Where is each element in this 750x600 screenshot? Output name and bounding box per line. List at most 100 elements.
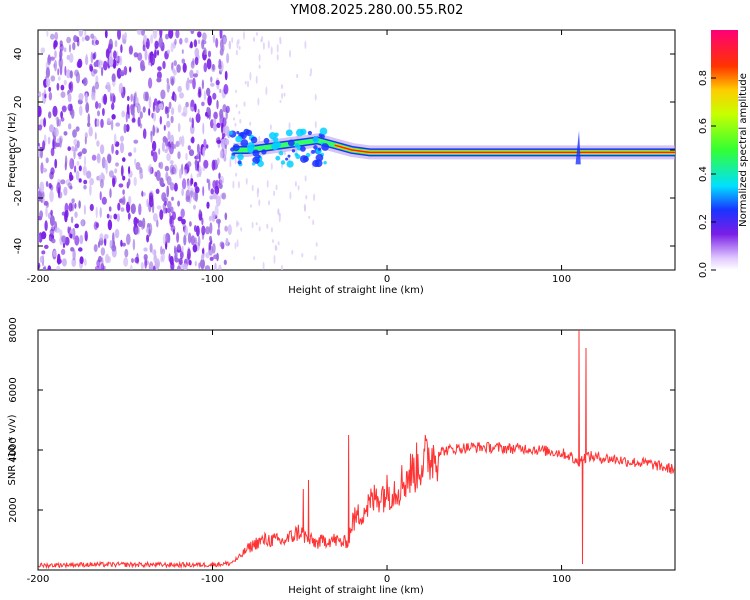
noise-blob — [183, 234, 187, 246]
noise-blob — [48, 111, 52, 119]
y-tick-label: 2000 — [8, 497, 19, 522]
noise-blob — [101, 196, 107, 205]
noise-blob — [162, 234, 167, 245]
noise-blob — [115, 122, 121, 127]
noise-blob — [197, 108, 200, 115]
noise-blob — [177, 216, 183, 222]
noise-blob — [187, 145, 191, 151]
noise-blob — [133, 216, 138, 227]
noise-blob — [89, 203, 94, 212]
noise-blob — [236, 220, 238, 228]
noise-blob — [108, 170, 114, 178]
noise-blob — [258, 135, 261, 142]
noise-blob — [189, 221, 192, 227]
noise-blob — [115, 162, 119, 167]
noise-blob — [265, 86, 268, 96]
noise-blob — [168, 30, 174, 39]
noise-blob — [186, 179, 191, 190]
noise-blob — [134, 158, 137, 166]
noise-blob — [73, 148, 76, 160]
noise-blob — [61, 105, 67, 113]
noise-blob — [281, 92, 283, 100]
noise-blob — [57, 68, 60, 76]
y-tick-label: -40 — [13, 238, 24, 254]
noise-blob — [122, 175, 126, 181]
noise-blob — [146, 234, 150, 243]
noise-blob — [102, 108, 105, 116]
noise-blob — [177, 104, 182, 113]
noise-blob — [59, 43, 64, 52]
noise-blob — [57, 76, 61, 81]
noise-blob — [148, 108, 151, 116]
noise-blob — [119, 142, 125, 154]
noise-blob — [45, 67, 51, 79]
noise-blob — [74, 235, 80, 246]
noise-blob — [133, 176, 137, 187]
noise-blob — [270, 162, 273, 170]
noise-blob — [107, 154, 112, 164]
noise-blob — [148, 163, 152, 176]
noise-blob — [160, 89, 166, 100]
colorbar-tick-label: 0.4 — [698, 166, 709, 182]
noise-blob — [58, 56, 64, 69]
noise-blob — [153, 112, 156, 122]
noise-blob — [109, 188, 112, 199]
noise-blob — [208, 241, 212, 251]
noise-blob — [140, 30, 145, 36]
noise-blob — [233, 117, 235, 121]
noise-blob — [137, 116, 141, 127]
noise-blob — [156, 71, 162, 80]
noise-blob — [89, 65, 94, 72]
noise-blob — [181, 135, 185, 147]
noise-blob — [195, 113, 201, 123]
noise-blob — [126, 233, 131, 245]
noise-blob — [159, 30, 163, 38]
noise-blob — [85, 92, 88, 104]
noise-blob — [92, 53, 96, 60]
noise-blob — [165, 33, 169, 40]
noise-blob — [303, 203, 306, 211]
colorbar-ticks: 0.0 0.2 0.4 0.6 0.8 — [698, 70, 716, 278]
noise-blob — [84, 136, 87, 145]
noise-blob — [184, 169, 188, 176]
noise-blob — [38, 233, 41, 243]
noise-blob — [201, 79, 204, 90]
noise-blob — [228, 40, 231, 50]
noise-blob — [235, 104, 238, 108]
noise-blob — [166, 176, 172, 186]
noise-blob — [237, 222, 240, 226]
x-tick-label: -200 — [27, 274, 50, 285]
noise-blob — [205, 111, 208, 117]
noise-blob — [90, 51, 94, 64]
noise-blob — [67, 182, 73, 189]
noise-blob — [219, 149, 224, 159]
noise-blob — [60, 111, 63, 119]
noise-blob — [83, 179, 88, 185]
noise-blob — [94, 132, 97, 140]
noise-blob — [304, 40, 307, 50]
noise-blob — [204, 265, 211, 270]
noise-blob — [81, 148, 87, 155]
noise-blob — [66, 54, 70, 61]
noise-blob — [174, 38, 177, 46]
spectrogram-ylabel: Frequency (Hz) — [7, 112, 18, 188]
noise-blob — [54, 59, 57, 72]
noise-blob — [174, 250, 178, 261]
noise-blob — [45, 206, 48, 218]
noise-blob — [221, 123, 224, 128]
noise-blob — [103, 233, 109, 240]
noise-blob — [216, 218, 221, 224]
noise-blob — [83, 155, 87, 167]
signal-blob — [312, 136, 319, 143]
noise-blob — [58, 186, 60, 199]
noise-blob — [68, 53, 74, 63]
noise-blob — [210, 188, 214, 195]
noise-blob — [177, 122, 181, 133]
colorbar-tick-label: 0.8 — [698, 70, 709, 86]
noise-blob — [142, 217, 146, 229]
noise-blob — [278, 213, 281, 223]
noise-blob — [223, 156, 227, 162]
noise-blob — [48, 86, 52, 92]
noise-blob — [159, 209, 164, 221]
noise-blob — [158, 36, 163, 49]
